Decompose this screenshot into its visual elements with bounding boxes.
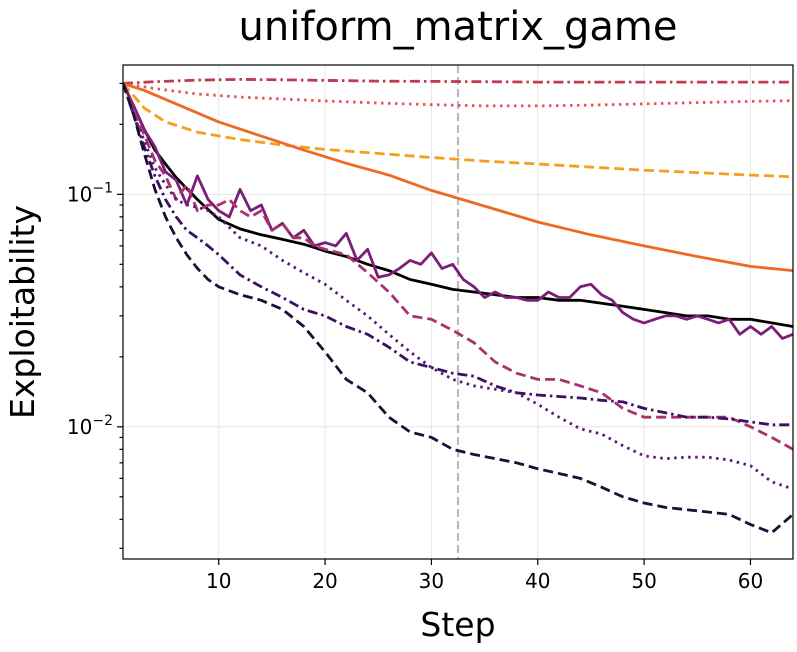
- series-line-10: [123, 82, 793, 535]
- series-line-2: [123, 82, 793, 108]
- series-line-8: [123, 82, 793, 427]
- x-tick-label: 20: [312, 569, 337, 593]
- series-line-1: [123, 78, 793, 85]
- y-axis-ticks: 10−1 10−2: [67, 82, 123, 549]
- y-tick-label: 10−1: [67, 180, 113, 206]
- y-axis-label: Exploitability: [3, 205, 42, 419]
- plot-frame: [122, 64, 794, 560]
- x-tick-label: 50: [631, 569, 656, 593]
- x-tick-label: 60: [738, 569, 763, 593]
- series-line-4: [123, 82, 793, 272]
- chart-title: uniform_matrix_game: [239, 4, 678, 50]
- x-tick-label: 30: [419, 569, 444, 593]
- grid: [123, 65, 793, 559]
- x-tick-label: 10: [206, 569, 231, 593]
- y-tick-label: 10−2: [67, 413, 113, 439]
- x-axis-ticks: 10 20 30 40 50 60: [206, 559, 763, 593]
- series-layer: [123, 78, 793, 535]
- x-axis-label: Step: [420, 605, 495, 644]
- series-line-3: [123, 82, 793, 179]
- series-line-9: [123, 82, 793, 491]
- x-tick-label: 40: [525, 569, 550, 593]
